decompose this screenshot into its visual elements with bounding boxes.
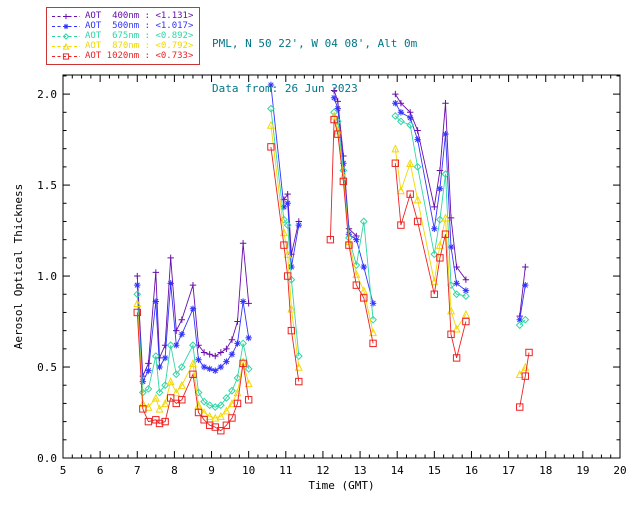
data-date: Data from: 26 Jun 2023 — [212, 82, 358, 95]
aot1020-line-sample-icon — [52, 52, 80, 60]
svg-text:10: 10 — [242, 464, 255, 477]
svg-text:19: 19 — [576, 464, 589, 477]
svg-text:15: 15 — [428, 464, 441, 477]
legend-label-aot1020: AOT 1020nm : <0.733> — [85, 51, 194, 61]
svg-text:1.5: 1.5 — [37, 179, 57, 192]
svg-text:17: 17 — [502, 464, 515, 477]
svg-text:18: 18 — [539, 464, 552, 477]
svg-text:12: 12 — [316, 464, 329, 477]
legend-entry-aot870: AOT 870nm : <0.792> — [51, 41, 193, 51]
legend-label-aot500: AOT 500nm : <1.017> — [85, 21, 194, 31]
svg-text:16: 16 — [465, 464, 478, 477]
aot400-line-sample-icon — [52, 13, 80, 19]
legend-entry-aot1020: AOT 1020nm : <0.733> — [51, 51, 193, 61]
svg-text:13: 13 — [353, 464, 366, 477]
legend-entry-aot675: AOT 675nm : <0.892> — [51, 31, 193, 41]
svg-text:0.0: 0.0 — [37, 452, 57, 465]
svg-text:9: 9 — [208, 464, 215, 477]
svg-text:6: 6 — [97, 464, 104, 477]
station-location: PML, N 50 22', W 04 08', Alt 0m — [212, 37, 418, 50]
svg-text:1.0: 1.0 — [37, 270, 57, 283]
legend-label-aot870: AOT 870nm : <0.792> — [85, 41, 194, 51]
svg-text:5: 5 — [60, 464, 67, 477]
legend-label-aot400: AOT 400nm : <1.131> — [85, 11, 194, 21]
aot870-line-sample-icon — [52, 42, 80, 50]
svg-text:20: 20 — [613, 464, 626, 477]
legend-entry-aot400: AOT 400nm : <1.131> — [51, 11, 193, 21]
svg-text:11: 11 — [279, 464, 292, 477]
svg-text:0.5: 0.5 — [37, 361, 57, 374]
station-header: PML, N 50 22', W 04 08', Alt 0m Data fro… — [212, 6, 417, 126]
svg-text:8: 8 — [171, 464, 178, 477]
aot500-line-sample-icon — [52, 23, 80, 29]
svg-text:2.0: 2.0 — [37, 88, 57, 101]
aot675-line-sample-icon — [52, 32, 80, 40]
legend-label-aot675: AOT 675nm : <0.892> — [85, 31, 194, 41]
svg-text:7: 7 — [134, 464, 141, 477]
svg-text:Aerosol Optical Thickness: Aerosol Optical Thickness — [12, 184, 25, 350]
svg-text:14: 14 — [391, 464, 405, 477]
svg-text:Time (GMT): Time (GMT) — [308, 479, 374, 492]
legend-entry-aot500: AOT 500nm : <1.017> — [51, 21, 193, 31]
legend: AOT 400nm : <1.131> AOT 500nm : <1.017> AO… — [46, 7, 201, 65]
